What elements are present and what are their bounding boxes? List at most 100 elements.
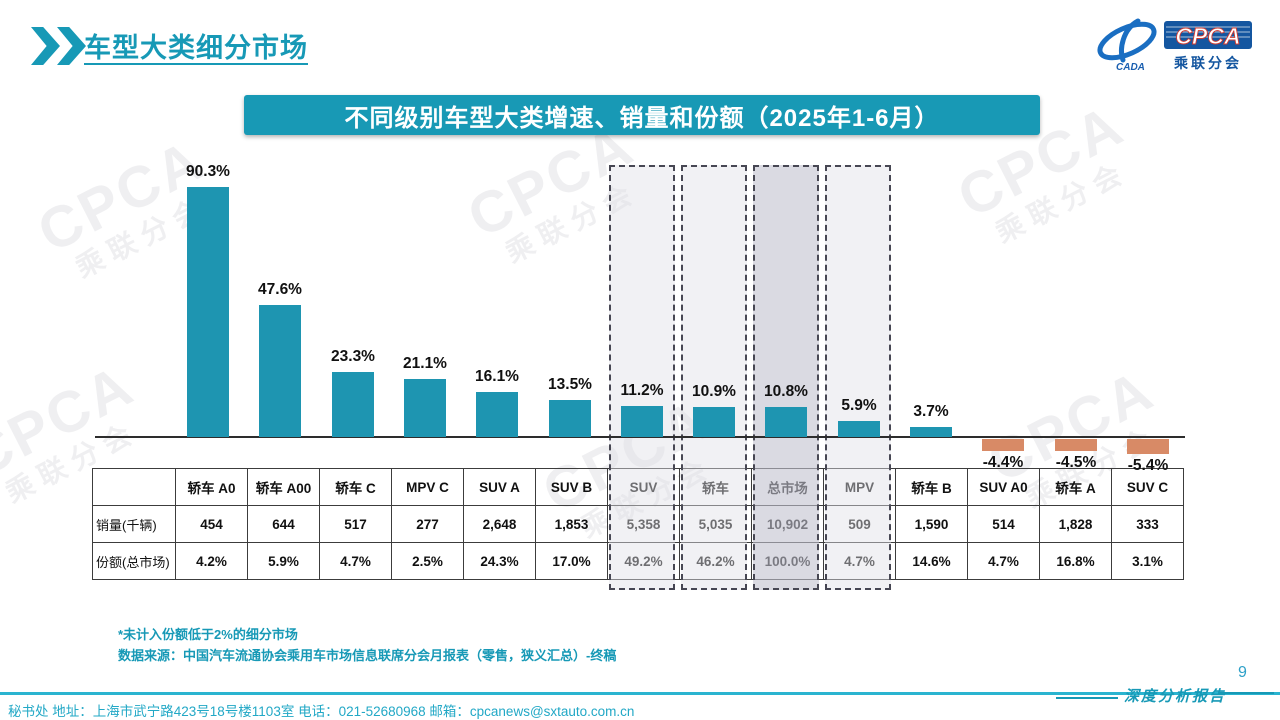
watermark-cn-text: 乘联分会 bbox=[70, 190, 214, 284]
footnote-2: 数据来源：中国汽车流通协会乘用车市场信息联席分会月报表（零售，狭义汇总）-终稿 bbox=[118, 647, 617, 663]
col-header-轿车 C: 轿车 C bbox=[319, 468, 392, 506]
cell-轿车 A-r0: 1,828 bbox=[1039, 505, 1112, 543]
report-label-line-left bbox=[1056, 697, 1118, 699]
bar-MPV bbox=[838, 421, 880, 437]
chevron-right-icon bbox=[31, 27, 60, 65]
bar-SUV A0 bbox=[982, 439, 1024, 451]
footnotes: *未计入份额低于2%的细分市场 数据来源：中国汽车流通协会乘用车市场信息联席分会… bbox=[118, 625, 616, 667]
bar-轿车 B bbox=[910, 427, 952, 437]
cpca-watermark: CPCA 乘联分会 bbox=[27, 127, 227, 290]
footnote-1: *未计入份额低于2%的细分市场 bbox=[118, 627, 298, 642]
cpca-watermark: CPCA 乘联分会 bbox=[457, 112, 657, 275]
watermark-cn-text: 乘联分会 bbox=[500, 175, 644, 269]
report-label: 深度分析报告 bbox=[1124, 689, 1227, 705]
bar-轿车 bbox=[693, 407, 735, 437]
bar-value-label-轿车 B: 3.7% bbox=[913, 403, 949, 420]
bar-SUV B bbox=[549, 400, 591, 437]
col-header-SUV B: SUV B bbox=[535, 468, 608, 506]
bar-总市场 bbox=[765, 407, 807, 437]
cell-MPV-r1: 4.7% bbox=[823, 542, 896, 580]
chevron-right-icon bbox=[57, 27, 86, 65]
bar-value-label-轿车 A0: 90.3% bbox=[186, 163, 230, 180]
col-header-SUV A: SUV A bbox=[463, 468, 536, 506]
cell-SUV-r1: 49.2% bbox=[607, 542, 680, 580]
col-header-轿车 A: 轿车 A bbox=[1039, 468, 1112, 506]
bar-MPV C bbox=[404, 379, 446, 437]
bar-SUV C bbox=[1127, 439, 1169, 454]
watermark-en-text: CPCA bbox=[457, 112, 645, 251]
page-title: 车型大类细分市场 bbox=[84, 33, 308, 63]
cpca-sub-label: 乘联分会 bbox=[1173, 55, 1242, 71]
cell-MPV-r0: 509 bbox=[823, 505, 896, 543]
col-header-SUV: SUV bbox=[607, 468, 680, 506]
col-header-MPV C: MPV C bbox=[391, 468, 464, 506]
bar-轿车 A0 bbox=[187, 187, 229, 437]
cell-MPV C-r0: 277 bbox=[391, 505, 464, 543]
cpca-logo-graphic: CADA CPCA 乘联分会 bbox=[1097, 18, 1252, 73]
bar-value-label-轿车 A00: 47.6% bbox=[258, 281, 302, 298]
cell-SUV A-r0: 2,648 bbox=[463, 505, 536, 543]
watermark-en-text: CPCA bbox=[27, 127, 215, 266]
cell-轿车-r0: 5,035 bbox=[679, 505, 752, 543]
footer-contact: 秘书处 地址：上海市武宁路423号18号楼1103室 电话：021-526809… bbox=[8, 704, 635, 719]
col-header-轿车 A0: 轿车 A0 bbox=[175, 468, 248, 506]
col-header-MPV: MPV bbox=[823, 468, 896, 506]
cell-轿车 A0-r0: 454 bbox=[175, 505, 248, 543]
bar-SUV bbox=[621, 406, 663, 437]
footer-divider bbox=[0, 692, 1280, 695]
bar-value-label-MPV C: 21.1% bbox=[403, 355, 447, 372]
bar-value-label-轿车: 10.9% bbox=[692, 383, 736, 400]
cell-轿车 A00-r0: 644 bbox=[247, 505, 320, 543]
bar-value-label-轿车 C: 23.3% bbox=[331, 348, 375, 365]
bar-value-label-SUV: 11.2% bbox=[620, 382, 664, 399]
cell-轿车 C-r1: 4.7% bbox=[319, 542, 392, 580]
cell-SUV C-r0: 333 bbox=[1111, 505, 1184, 543]
bar-轿车 C bbox=[332, 372, 374, 437]
bar-轿车 A bbox=[1055, 439, 1097, 451]
cell-SUV B-r0: 1,853 bbox=[535, 505, 608, 543]
segment-table: 轿车 A0 轿车 A00 轿车 C MPV C SUV A SUV B SUV 轿车 总市场 MP… bbox=[92, 468, 1184, 580]
cell-轿车 A0-r1: 4.2% bbox=[175, 542, 248, 580]
col-header-轿车 A00: 轿车 A00 bbox=[247, 468, 320, 506]
table-corner-cell bbox=[92, 468, 176, 506]
cpca-box bbox=[1164, 21, 1252, 49]
page-number: 9 bbox=[1238, 664, 1247, 681]
cell-总市场-r0: 10,902 bbox=[751, 505, 824, 543]
row-header-0: 销量(千辆) bbox=[92, 505, 176, 543]
cell-轿车 B-r0: 1,590 bbox=[895, 505, 968, 543]
cell-轿车 A00-r1: 5.9% bbox=[247, 542, 320, 580]
col-header-总市场: 总市场 bbox=[751, 468, 824, 506]
chart-banner-title: 不同级别车型大类增速、销量和份额（2025年1-6月） bbox=[244, 95, 1040, 135]
cell-轿车-r1: 46.2% bbox=[679, 542, 752, 580]
table-header-row: 轿车 A0 轿车 A00 轿车 C MPV C SUV A SUV B SUV 轿车 总市场 MP… bbox=[92, 468, 1184, 506]
bar-value-label-总市场: 10.8% bbox=[764, 383, 808, 400]
cell-SUV A-r1: 24.3% bbox=[463, 542, 536, 580]
col-header-SUV A0: SUV A0 bbox=[967, 468, 1040, 506]
bar-value-label-MPV: 5.9% bbox=[841, 397, 877, 414]
cell-总市场-r1: 100.0% bbox=[751, 542, 824, 580]
table-row: 销量(千辆) 454 644 517 277 2,648 1,853 5,358 5,035 10… bbox=[92, 505, 1184, 543]
bar-value-label-SUV A: 16.1% bbox=[475, 368, 519, 385]
cell-轿车 B-r1: 14.6% bbox=[895, 542, 968, 580]
cada-swirl-icon bbox=[1097, 18, 1157, 63]
cell-轿车 A-r1: 16.8% bbox=[1039, 542, 1112, 580]
cell-SUV A0-r0: 514 bbox=[967, 505, 1040, 543]
table-row: 份额(总市场) 4.2% 5.9% 4.7% 2.5% 24.3% 17.0% 49.2% 46… bbox=[92, 542, 1184, 580]
cell-SUV-r0: 5,358 bbox=[607, 505, 680, 543]
cada-label: CADA bbox=[1116, 62, 1145, 73]
cell-SUV A0-r1: 4.7% bbox=[967, 542, 1040, 580]
x-axis-line bbox=[95, 436, 1185, 438]
cell-MPV C-r1: 2.5% bbox=[391, 542, 464, 580]
report-label-line-right bbox=[1218, 692, 1274, 694]
col-header-轿车 B: 轿车 B bbox=[895, 468, 968, 506]
watermark-cn-text: 乘联分会 bbox=[990, 155, 1134, 249]
cpca-label: CPCA bbox=[1175, 23, 1240, 49]
bar-value-label-SUV B: 13.5% bbox=[548, 376, 592, 393]
row-header-1: 份额(总市场) bbox=[92, 542, 176, 580]
cell-轿车 C-r0: 517 bbox=[319, 505, 392, 543]
col-header-轿车: 轿车 bbox=[679, 468, 752, 506]
cpca-logo: CADA CPCA 乘联分会 bbox=[1092, 16, 1258, 79]
cell-SUV B-r1: 17.0% bbox=[535, 542, 608, 580]
col-header-SUV C: SUV C bbox=[1111, 468, 1184, 506]
